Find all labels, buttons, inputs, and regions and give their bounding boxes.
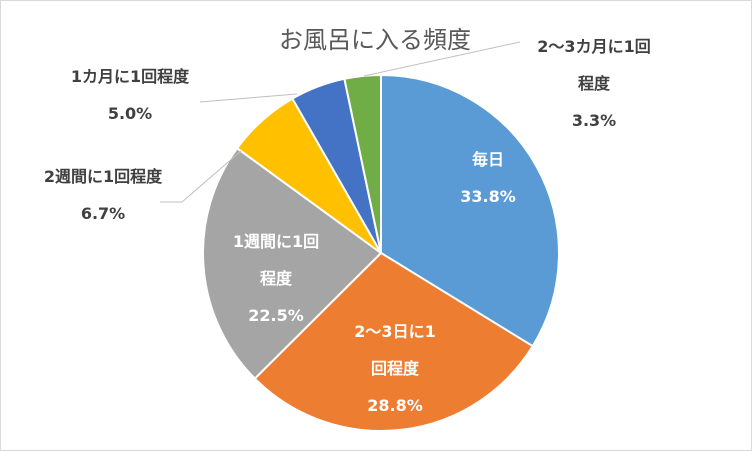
pie-slice-3 xyxy=(202,146,383,380)
pie-slice-1 xyxy=(380,73,560,348)
data-label-value-2: 28.8% xyxy=(367,396,423,415)
data-label-value-1: 33.8% xyxy=(460,187,516,206)
data-label-4: 2週間に1回程度 6.7% xyxy=(44,167,163,223)
data-label-value-6: 3.3% xyxy=(572,111,616,130)
leader-line-4 xyxy=(160,150,242,203)
data-label-value-4: 6.7% xyxy=(81,204,125,223)
leader-line-5 xyxy=(199,93,298,103)
data-label-5: 1カ月に1回程度 5.0% xyxy=(71,67,190,123)
leader-line-6 xyxy=(363,41,521,77)
data-label-category-2: 2～3日に1 xyxy=(354,322,435,341)
data-label-category-2: 回程度 xyxy=(371,359,420,378)
pie-slice-6 xyxy=(343,73,382,254)
data-labels: 毎日33.8%2～3日に1回程度28.8%1週間に1回程度22.5%2週間に1回… xyxy=(44,37,651,415)
data-label-category-6: 程度 xyxy=(578,74,611,93)
chart-title: お風呂に入る頻度 xyxy=(279,26,471,54)
data-label-category-3: 1週間に1回 xyxy=(233,232,319,251)
data-label-2: 2～3日に1 回程度 28.8% xyxy=(354,322,435,415)
data-label-value-5: 5.0% xyxy=(108,104,152,123)
leader-lines xyxy=(160,41,521,203)
data-label-1: 毎日 33.8% xyxy=(460,150,516,206)
data-label-category-3: 程度 xyxy=(260,269,293,288)
data-label-category-6: 2～3カ月に1回 xyxy=(537,37,650,56)
data-label-category-4: 2週間に1回程度 xyxy=(44,167,163,186)
pie-slice-2 xyxy=(253,251,535,432)
data-label-category-1: 毎日 xyxy=(472,150,504,169)
data-label-value-3: 22.5% xyxy=(248,306,304,325)
data-label-category-5: 1カ月に1回程度 xyxy=(71,67,190,86)
pie-slices xyxy=(202,73,560,432)
